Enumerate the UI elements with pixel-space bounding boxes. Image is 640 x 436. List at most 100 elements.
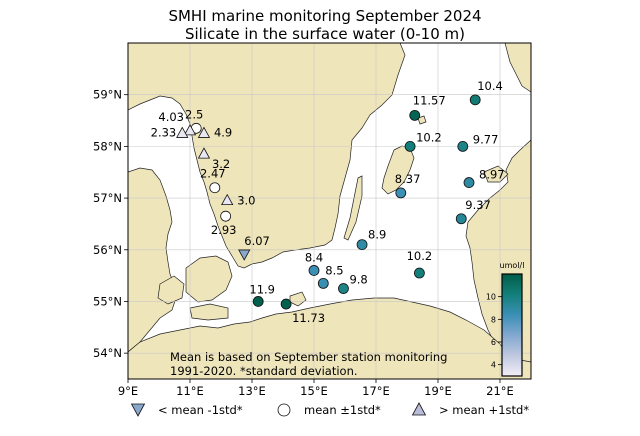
- station-circle: [252, 296, 264, 307]
- station-circle: [317, 277, 329, 289]
- station-value-label: 8.37: [395, 172, 421, 186]
- station-circle: [457, 140, 469, 152]
- station-value-label: 10.2: [407, 249, 433, 263]
- x-tick-label: 9°E: [118, 384, 138, 398]
- jutland-land: [128, 167, 177, 353]
- station-marker: 8.9: [356, 228, 386, 251]
- station-circle: [469, 94, 481, 106]
- station-triangle-up: [183, 124, 197, 136]
- station-marker: 8.97: [463, 168, 505, 188]
- station-value-label: 8.5: [325, 263, 343, 277]
- colorbar: umol/l 4 6 8 10: [486, 261, 525, 377]
- station-marker: 3.0: [221, 193, 255, 208]
- map-title-line2: Silicate in the surface water (0-10 m): [185, 25, 465, 43]
- station-marker: 6.07: [238, 234, 270, 261]
- y-tick-label: 54°N: [93, 346, 122, 360]
- station-marker: 8.37: [395, 172, 421, 199]
- y-tick-label: 58°N: [93, 139, 122, 153]
- legend-label: mean ±1std*: [304, 403, 381, 417]
- land-masses: [128, 43, 531, 379]
- station-triangle-up: [221, 193, 234, 206]
- zealand-land: [185, 255, 233, 303]
- legend-triangle-up-icon: [411, 402, 427, 416]
- station-value-label: 10.4: [477, 79, 503, 93]
- station-marker: 11.9: [249, 282, 275, 307]
- station-value-label: 8.9: [368, 228, 386, 242]
- colorbar-tick-label: 8: [491, 315, 496, 324]
- station-triangle-up: [197, 147, 211, 159]
- station-value-label: 11.9: [249, 282, 275, 296]
- station-value-label: 2.47: [200, 167, 226, 181]
- station-marker: 2.93: [211, 210, 237, 237]
- station-circle: [220, 210, 232, 222]
- station-value-label: 11.57: [413, 93, 446, 107]
- station-markers: 2.54.032.33 4.9 3.22.47 3.0 2.93 6.07 11.9 11.7…: [151, 79, 505, 325]
- station-circle: [404, 140, 416, 152]
- map-area: [128, 43, 531, 379]
- station-marker: 11.57: [409, 93, 446, 121]
- station-marker: 2.33: [151, 125, 189, 139]
- x-tick-label: 17°E: [362, 384, 390, 398]
- colorbar-tick-label: 10: [486, 293, 496, 302]
- legend-item: < mean -1std*: [130, 403, 243, 417]
- station-value-label: 4.03: [158, 110, 184, 124]
- y-tick-label: 56°N: [93, 243, 122, 257]
- x-tick-label: 11°E: [176, 384, 204, 398]
- x-tick-label: 13°E: [238, 384, 266, 398]
- station-value-label: 9.77: [473, 132, 499, 146]
- station-marker: 10.4: [469, 79, 503, 106]
- y-tick-label: 57°N: [93, 191, 122, 205]
- y-axis-ticks: 54°N 55°N 56°N 57°N 58°N 59°N: [93, 88, 128, 360]
- finland-land: [504, 43, 531, 93]
- station-value-label: 11.73: [292, 311, 325, 325]
- colorbar-tick-label: 6: [491, 338, 496, 347]
- station-marker: 4.9: [197, 125, 232, 139]
- station-triangle-down: [238, 249, 251, 261]
- map-gridlines: [128, 43, 531, 379]
- station-circle: [463, 177, 475, 188]
- saaremaa-land: [483, 165, 509, 183]
- map-title-line1: SMHI marine monitoring September 2024: [168, 7, 481, 25]
- station-marker: 8.4: [305, 250, 323, 276]
- station-marker: 9.8: [338, 273, 368, 294]
- station-circle: [395, 187, 407, 199]
- station-value-label: 10.2: [416, 130, 442, 144]
- station-value-label: 2.93: [211, 223, 237, 237]
- station-marker: 8.5: [317, 263, 344, 289]
- station-circle: [413, 267, 425, 279]
- station-marker: 10.2: [407, 249, 433, 279]
- station-value-label: 8.4: [305, 250, 323, 264]
- station-value-label: 6.07: [244, 234, 270, 248]
- station-circle: [356, 239, 368, 251]
- x-axis-ticks: 9°E 11°E 13°E 15°E 17°E 19°E 21°E: [118, 379, 514, 398]
- station-marker: 9.37: [455, 198, 491, 225]
- legend-circle-icon: [277, 403, 291, 417]
- station-marker: 11.73: [280, 298, 325, 325]
- oland-land: [343, 175, 363, 241]
- legend-item: > mean +1std*: [411, 402, 529, 417]
- legend-label: > mean +1std*: [439, 403, 529, 417]
- legend-label: < mean -1std*: [158, 403, 243, 417]
- lolland-land: [189, 303, 229, 321]
- station-triangle-up: [197, 126, 211, 138]
- legend-item: mean ±1std*: [277, 403, 381, 417]
- station-triangle-up: [176, 126, 189, 138]
- note-line1: Mean is based on September station monit…: [170, 350, 447, 364]
- funen-land: [157, 275, 185, 305]
- colorbar-title: umol/l: [500, 261, 525, 270]
- x-tick-label: 21°E: [486, 384, 514, 398]
- station-value-label: 9.37: [465, 198, 491, 212]
- map-frame: [127, 42, 532, 380]
- station-value-label: 4.9: [214, 125, 232, 139]
- gotska-sandon-land: [417, 115, 427, 125]
- marker-legend: < mean -1std* mean ±1std* > mean +1std*: [130, 402, 529, 417]
- station-circle: [455, 213, 467, 225]
- colorbar-gradient: [501, 273, 523, 377]
- scandinavia-land: [128, 43, 406, 269]
- station-marker: 4.03: [158, 110, 197, 136]
- station-circle: [209, 182, 221, 194]
- station-marker: 2.47: [200, 167, 226, 194]
- station-circle: [409, 109, 421, 121]
- colorbar-ticks: 4 6 8 10: [486, 293, 502, 370]
